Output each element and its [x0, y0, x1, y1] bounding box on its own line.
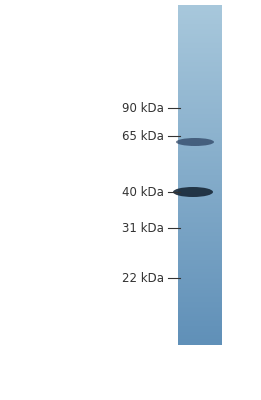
Text: 90 kDa: 90 kDa [122, 102, 164, 114]
Ellipse shape [176, 138, 214, 146]
Text: 22 kDa: 22 kDa [122, 272, 164, 284]
Text: 31 kDa: 31 kDa [122, 222, 164, 234]
Text: 65 kDa: 65 kDa [122, 130, 164, 142]
Text: 40 kDa: 40 kDa [122, 186, 164, 198]
Ellipse shape [173, 187, 213, 197]
